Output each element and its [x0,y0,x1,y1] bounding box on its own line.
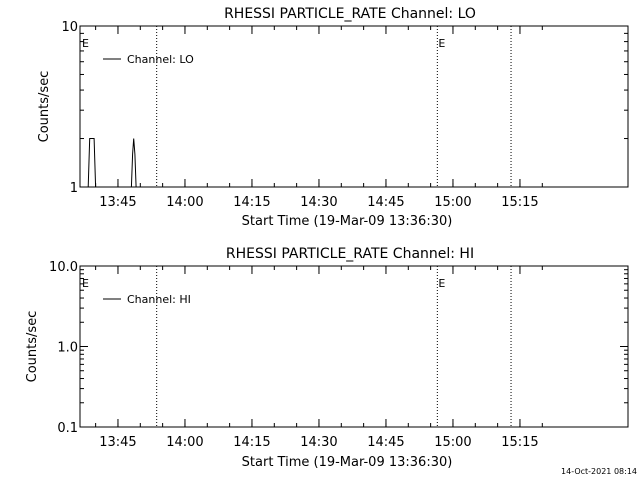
x-axis-label: Start Time (19-Mar-09 13:36:30) [242,214,453,229]
plot-frame [79,265,629,428]
chart-panel-lo: RHESSI PARTICLE_RATE Channel: LO Counts/s… [37,6,629,229]
chart-panel-hi: RHESSI PARTICLE_RATE Channel: HI Counts/s… [25,246,629,470]
x-tick-label: 14:00 [166,435,203,450]
x-tick-label: 15:00 [434,195,471,210]
plot-frame [79,25,629,188]
x-tick-label: 14:15 [233,195,270,210]
chart-title: RHESSI PARTICLE_RATE Channel: HI [226,246,474,262]
x-tick-label: 15:15 [501,195,538,210]
x-tick-label: 15:00 [434,435,471,450]
x-tick-label: 15:15 [501,435,538,450]
x-tick-label: 14:45 [367,435,404,450]
legend-label: Channel: HI [127,293,191,306]
y-tick-label: 10 [61,20,78,35]
y-tick-label: 1.0 [57,341,78,356]
event-marker-label: E [82,277,89,290]
y-tick-label: 0.1 [57,421,78,436]
legend-label: Channel: LO [127,53,194,66]
event-marker-label: E [438,277,445,290]
event-marker-label: E [438,37,445,50]
y-axis-label: Counts/sec [37,71,52,143]
series-line [87,138,137,188]
x-tick-label: 14:45 [367,195,404,210]
event-marker-label: E [82,37,89,50]
chart-title: RHESSI PARTICLE_RATE Channel: LO [224,6,476,22]
x-axis-label: Start Time (19-Mar-09 13:36:30) [242,455,453,470]
y-tick-label: 10.0 [49,260,78,275]
x-tick-label: 14:00 [166,195,203,210]
footer-timestamp: 14-Oct-2021 08:14 [561,467,637,476]
x-tick-label: 14:30 [300,435,337,450]
y-tick-label: 1 [70,181,78,196]
y-axis-label: Counts/sec [25,311,40,383]
x-tick-label: 13:45 [99,435,136,450]
x-tick-label: 14:15 [233,435,270,450]
x-tick-label: 14:30 [300,195,337,210]
x-tick-label: 13:45 [99,195,136,210]
